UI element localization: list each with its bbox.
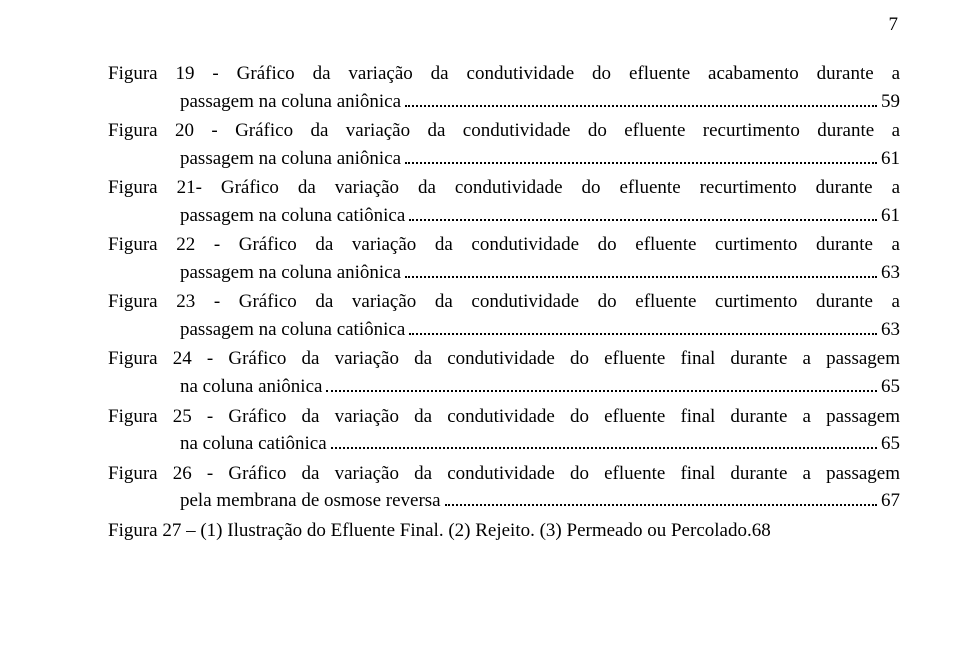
leader-dots [405,263,877,277]
leader-dots [445,492,877,506]
figure-entry-line2: na coluna aniônica 65 [108,373,900,401]
figure-entry-page: 67 [881,487,900,515]
figure-entry-line2: passagem na coluna catiônica 61 [108,202,900,230]
figure-entry-line1: Figura 24 - Gráfico da variação da condu… [108,345,900,373]
figure-entry-line2: pela membrana de osmose reversa 67 [108,487,900,515]
list-item: Figura 26 - Gráfico da variação da condu… [108,460,900,515]
figure-entry-line1: Figura 23 - Gráfico da variação da condu… [108,288,900,316]
figure-entry-page: 65 [881,430,900,458]
figure-entry-continuation: passagem na coluna catiônica [180,316,405,344]
figure-entry-page: 63 [881,316,900,344]
figure-entry-page: 61 [881,202,900,230]
figure-entry-page: 59 [881,88,900,116]
figure-entry-line2: passagem na coluna aniônica 61 [108,145,900,173]
leader-dots [405,149,877,163]
list-of-figures: Figura 19 - Gráfico da variação da condu… [108,60,900,515]
list-item: Figura 21- Gráfico da variação da condut… [108,174,900,229]
figure-entry-line2: na coluna catiônica 65 [108,430,900,458]
figure-entry-continuation: passagem na coluna aniônica [180,145,401,173]
list-item: Figura 22 - Gráfico da variação da condu… [108,231,900,286]
figure-entry-continuation: na coluna catiônica [180,430,327,458]
figure-entry-line1: Figura 22 - Gráfico da variação da condu… [108,231,900,259]
leader-dots [405,92,877,106]
list-item: Figura 23 - Gráfico da variação da condu… [108,288,900,343]
figure-entry-line2: passagem na coluna catiônica 63 [108,316,900,344]
list-item: Figura 24 - Gráfico da variação da condu… [108,345,900,400]
leader-dots [331,435,877,449]
figure-entry-continuation: passagem na coluna aniônica [180,88,401,116]
figure-entry-page: 61 [881,145,900,173]
figure-entry-line2: passagem na coluna aniônica 63 [108,259,900,287]
figure-entry-line1: Figura 25 - Gráfico da variação da condu… [108,403,900,431]
figure-entry-continuation: pela membrana de osmose reversa [180,487,441,515]
list-item: Figura 25 - Gráfico da variação da condu… [108,403,900,458]
figure-entry-page: 65 [881,373,900,401]
leader-dots [326,378,877,392]
figure-entry-continuation: passagem na coluna catiônica [180,202,405,230]
figure-entry-text: Figura 27 – (1) Ilustração do Efluente F… [108,517,752,545]
list-item: Figura 27 – (1) Ilustração do Efluente F… [108,517,900,545]
page-number: 7 [108,14,900,36]
figure-entry-continuation: na coluna aniônica [180,373,322,401]
list-item: Figura 19 - Gráfico da variação da condu… [108,60,900,115]
figure-entry-line1: Figura 21- Gráfico da variação da condut… [108,174,900,202]
figure-entry-line1: Figura 26 - Gráfico da variação da condu… [108,460,900,488]
list-item: Figura 20 - Gráfico da variação da condu… [108,117,900,172]
figure-entry-page: 63 [881,259,900,287]
figure-entry-line2: passagem na coluna aniônica 59 [108,88,900,116]
document-page: 7 Figura 19 - Gráfico da variação da con… [0,0,960,660]
figure-entry-continuation: passagem na coluna aniônica [180,259,401,287]
leader-dots [409,321,877,335]
figure-entry-page: 68 [752,517,771,545]
figure-entry-line1: Figura 19 - Gráfico da variação da condu… [108,60,900,88]
figure-entry-line1: Figura 20 - Gráfico da variação da condu… [108,117,900,145]
leader-dots [409,206,877,220]
